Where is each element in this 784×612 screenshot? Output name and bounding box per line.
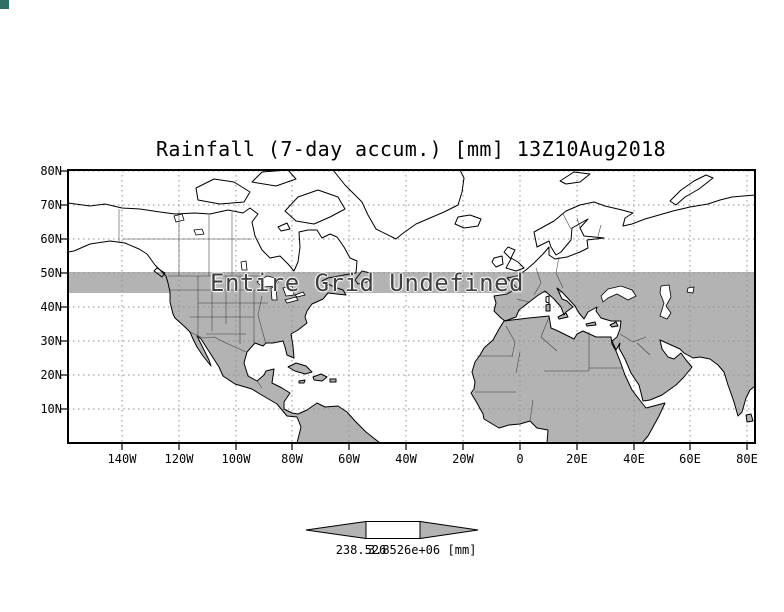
ytick-70n: 70N (40, 198, 62, 212)
xtick-40e: 40E (623, 452, 645, 466)
corner-marker (0, 0, 9, 9)
undefined-grid-message: Entire Grid Undefined (210, 269, 524, 297)
ytick-40n: 40N (40, 300, 62, 314)
ytick-80n: 80N (40, 164, 62, 178)
colorbar-max-label: 3.8526e+06 (367, 543, 441, 557)
xtick-80w: 80W (281, 452, 303, 466)
undefined-land-shading (68, 293, 755, 443)
lakes-inland-seas (173, 213, 695, 320)
xtick-0: 0 (516, 452, 524, 466)
colorbar-left-arrow (305, 520, 367, 540)
colorbar-min-label: 238.526 (335, 543, 387, 557)
colorbar (305, 520, 479, 540)
axis-tick-marks (61, 170, 748, 450)
xtick-120w: 120W (164, 452, 194, 466)
ytick-60n: 60N (40, 232, 62, 246)
plot-title: Rainfall (7-day accum.) [mm] 13Z10Aug201… (155, 137, 667, 161)
xtick-100w: 100W (221, 452, 251, 466)
xtick-60e: 60E (679, 452, 701, 466)
ytick-30n: 30N (40, 334, 62, 348)
xtick-60w: 60W (338, 452, 360, 466)
colorbar-body (365, 521, 421, 539)
political-borders (118, 209, 651, 422)
ytick-50n: 50N (40, 266, 62, 280)
xtick-140w: 140W (107, 452, 137, 466)
graticule-grid (68, 170, 755, 443)
xtick-20e: 20E (566, 452, 588, 466)
xtick-40w: 40W (395, 452, 417, 466)
xtick-80e: 80E (736, 452, 758, 466)
ytick-20n: 20N (40, 368, 62, 382)
colorbar-units-label: [mm] (447, 543, 477, 557)
colorbar-right-arrow (419, 520, 479, 540)
ytick-10n: 10N (40, 402, 62, 416)
xtick-20w: 20W (452, 452, 474, 466)
